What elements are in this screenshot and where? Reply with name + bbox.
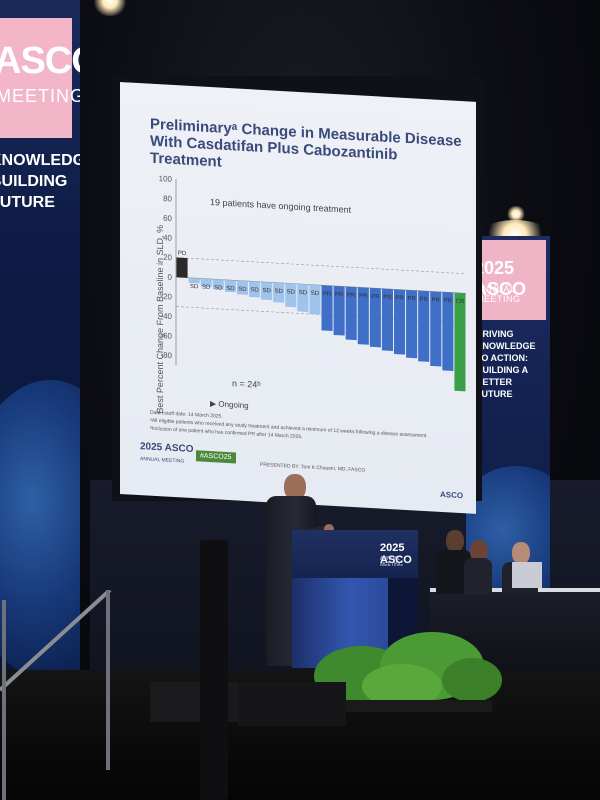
right-banner-logo: 2025 ASCO xyxy=(474,258,527,299)
bar-category-label: PR xyxy=(383,295,392,301)
waterfall-bar xyxy=(309,284,321,315)
waterfall-bar xyxy=(297,283,309,312)
camera-pole xyxy=(200,540,228,800)
waterfall-bar xyxy=(188,277,200,284)
y-tick-label: 40 xyxy=(163,233,172,243)
fern-plants xyxy=(314,632,502,712)
sample-size-label: n = 24ᵇ xyxy=(232,378,261,390)
waterfall-bar xyxy=(345,286,357,341)
bar-category-label: SD xyxy=(202,285,211,291)
bar-category-label: SD xyxy=(299,290,308,296)
waterfall-bar xyxy=(321,285,333,331)
waterfall-bar xyxy=(176,257,188,278)
bar-category-label: PR xyxy=(444,298,453,304)
y-tick-label: 20 xyxy=(163,253,172,263)
bar-category-label: SD xyxy=(214,285,223,291)
right-banner-tagline: DRIVING KNOWLEDGE TO ACTION: BUILDING A … xyxy=(476,329,536,399)
bar-category-label: SD xyxy=(275,289,284,295)
bar-category-label: PD xyxy=(178,251,187,257)
waterfall-bar xyxy=(418,290,430,362)
bar-category-label: SD xyxy=(250,287,259,293)
bar-category-label: SD xyxy=(287,289,296,295)
waterfall-bar xyxy=(285,283,297,308)
waterfall-bar xyxy=(224,279,236,293)
right-banner-logo-panel xyxy=(470,240,546,320)
reference-line xyxy=(176,306,466,324)
right-banner-meeting-text: ANNUAL MEETING xyxy=(476,284,521,304)
waterfall-bar xyxy=(212,279,224,290)
left-banner-meeting-text: MEETING xyxy=(0,86,80,106)
waterfall-bar xyxy=(406,289,418,359)
y-tick-label: -80 xyxy=(160,351,172,361)
ceiling-light xyxy=(506,206,526,222)
y-tick-label: 100 xyxy=(159,174,173,184)
ceiling-light xyxy=(92,0,128,16)
slide-title: Preliminaryᵃ Change in Measurable Diseas… xyxy=(150,115,462,171)
waterfall-bar xyxy=(200,278,212,287)
bar-category-label: PR xyxy=(371,294,380,300)
slide-footer-logo-text: 2025 ASCO xyxy=(140,441,194,456)
stair-railing xyxy=(0,590,112,800)
waterfall-bar xyxy=(430,291,442,367)
slide-footer-logo-right: ASCO xyxy=(440,489,464,501)
bar-category-label: PR xyxy=(347,293,356,299)
waterfall-bar xyxy=(249,281,261,298)
waterfall-bar xyxy=(369,287,381,348)
laptop xyxy=(512,562,542,588)
stage-monitor-speaker xyxy=(238,682,346,726)
panelist xyxy=(464,540,494,594)
y-tick-label: -60 xyxy=(160,331,172,341)
bar-category-label: SD xyxy=(226,286,235,292)
bar-category-label: SD xyxy=(262,288,271,294)
hashtag-badge: #ASCO25 xyxy=(196,450,236,464)
bar-category-label: SD xyxy=(311,291,320,297)
zero-line xyxy=(176,276,466,294)
waterfall-bar xyxy=(333,285,345,336)
waterfall-bar xyxy=(357,287,369,345)
podium-meeting-text: ANNUAL MEETING xyxy=(380,556,403,568)
waterfall-bar xyxy=(381,288,394,352)
podium-logo: 2025 ASCO xyxy=(380,542,412,566)
bar-category-label: CR xyxy=(456,299,465,306)
waterfall-bar xyxy=(261,281,273,301)
bar-category-label: PR xyxy=(335,292,344,298)
waterfall-bar xyxy=(442,292,454,372)
left-banner-tagline: KNOWLEDGE BUILDING FUTURE xyxy=(0,152,80,211)
bar-category-label: PR xyxy=(359,293,368,299)
ongoing-label: Ongoing xyxy=(218,399,249,411)
y-tick-label: -20 xyxy=(160,292,172,302)
reference-line xyxy=(176,257,466,275)
left-banner-logo: ASCO xyxy=(0,40,80,82)
y-tick-label: -40 xyxy=(160,311,172,321)
y-tick-label: 60 xyxy=(163,214,172,224)
slide: Preliminaryᵃ Change in Measurable Diseas… xyxy=(120,82,476,514)
slide-footer-logo-sub: ANNUAL MEETING xyxy=(140,456,185,465)
bar-category-label: PR xyxy=(323,291,332,297)
bar-category-label: PR xyxy=(395,295,404,301)
bar-category-label: PR xyxy=(432,297,441,303)
ongoing-legend: ▶ Ongoing xyxy=(210,399,249,411)
left-banner-logo-panel xyxy=(0,18,72,138)
bar-category-label: PR xyxy=(407,296,416,302)
slide-footer-logo: 2025 ASCO ANNUAL MEETING xyxy=(140,441,194,466)
waterfall-bar xyxy=(454,292,466,392)
bar-category-label: SD xyxy=(238,287,247,293)
bar-category-label: PR xyxy=(420,297,429,303)
y-tick-label: 80 xyxy=(163,194,172,204)
waterfall-bar xyxy=(236,280,248,295)
y-tick-label: 0 xyxy=(168,273,173,282)
bar-category-label: SD xyxy=(190,284,199,290)
projection-screen: Preliminaryᵃ Change in Measurable Diseas… xyxy=(112,76,482,514)
waterfall-bar xyxy=(273,282,285,303)
waterfall-bar xyxy=(394,289,406,355)
